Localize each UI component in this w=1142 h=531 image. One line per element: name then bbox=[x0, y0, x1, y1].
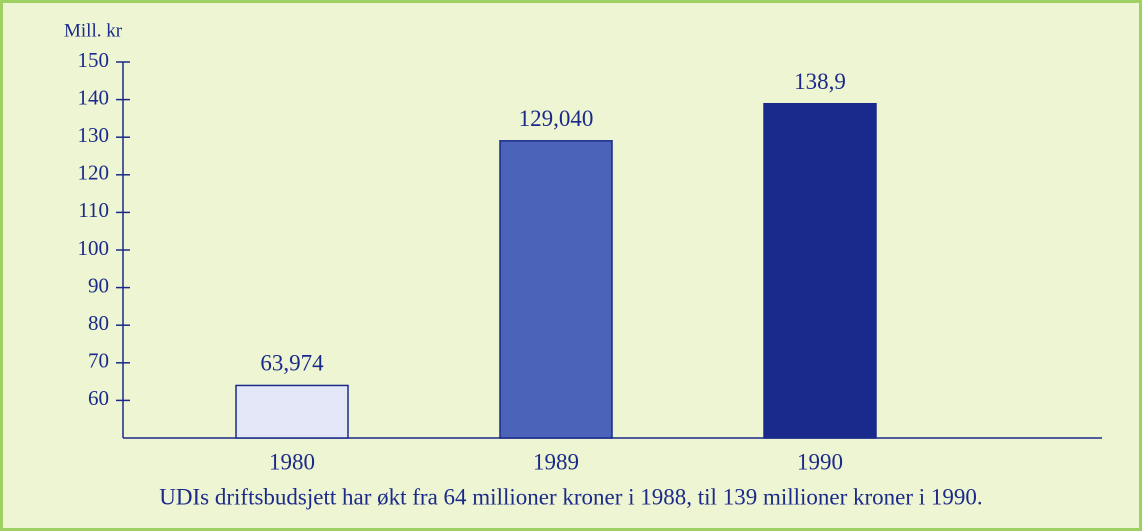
y-tick-label: 110 bbox=[78, 198, 109, 222]
y-tick-label: 130 bbox=[78, 123, 110, 147]
value-label: 138,9 bbox=[794, 69, 846, 94]
y-tick-label: 140 bbox=[78, 85, 110, 109]
y-tick-label: 120 bbox=[78, 161, 110, 185]
bar bbox=[499, 140, 613, 439]
y-tick-label: 90 bbox=[88, 273, 109, 297]
x-tick-label: 1989 bbox=[533, 449, 579, 474]
y-tick-label: 70 bbox=[88, 349, 109, 373]
value-label: 129,040 bbox=[519, 106, 594, 131]
caption: UDIs driftsbudsjett har økt fra 64 milli… bbox=[159, 484, 982, 509]
x-tick-label: 1980 bbox=[269, 449, 315, 474]
y-axis-label: Mill. kr bbox=[64, 20, 123, 41]
y-tick-label: 150 bbox=[78, 48, 110, 72]
bar bbox=[235, 384, 349, 439]
y-tick-label: 60 bbox=[88, 386, 109, 410]
y-tick-label: 100 bbox=[78, 236, 110, 260]
bar bbox=[763, 102, 877, 439]
y-tick-label: 80 bbox=[88, 311, 109, 335]
value-label: 63,974 bbox=[260, 351, 324, 376]
x-tick-label: 1990 bbox=[797, 449, 843, 474]
